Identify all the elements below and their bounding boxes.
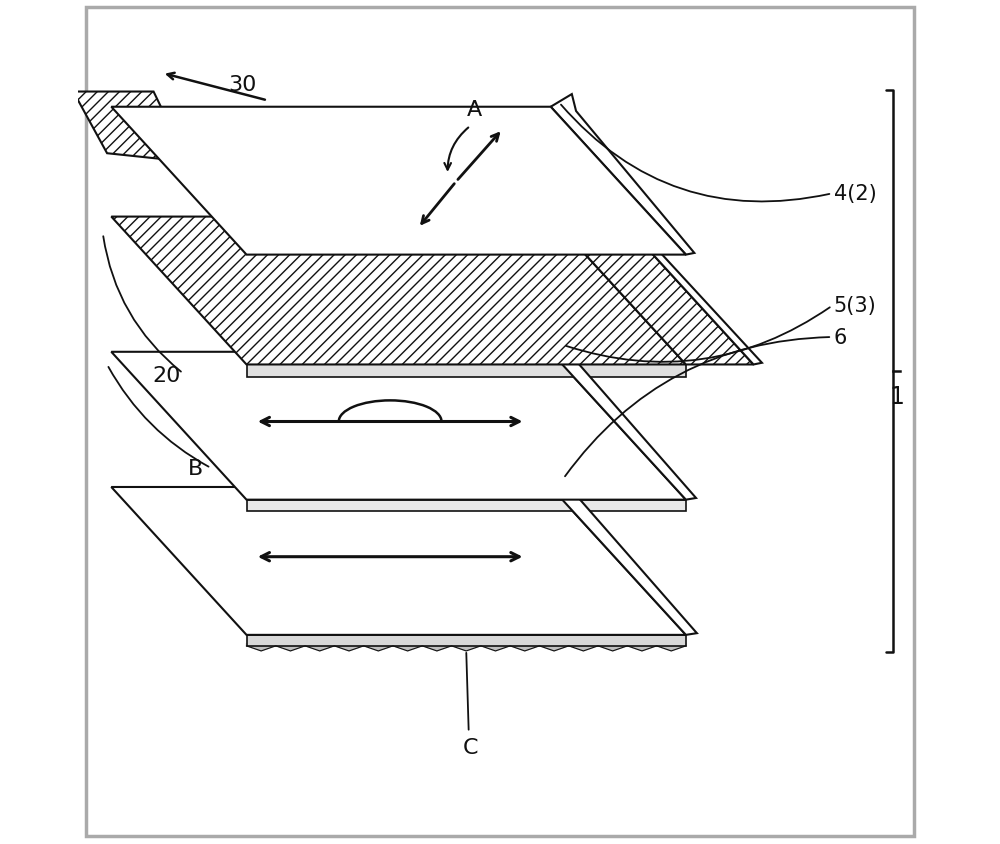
Polygon shape: [73, 93, 187, 163]
Polygon shape: [551, 472, 697, 635]
Polygon shape: [247, 500, 686, 511]
Text: 1: 1: [890, 385, 905, 408]
Polygon shape: [111, 108, 686, 256]
Polygon shape: [551, 218, 754, 365]
Text: 30: 30: [228, 74, 256, 95]
Polygon shape: [111, 488, 686, 635]
Polygon shape: [551, 95, 694, 256]
Text: C: C: [463, 737, 478, 757]
Polygon shape: [618, 208, 762, 365]
Text: 20: 20: [152, 365, 180, 386]
Text: 4(2): 4(2): [834, 184, 877, 204]
Polygon shape: [247, 365, 686, 378]
Text: 6: 6: [834, 327, 847, 348]
Polygon shape: [111, 218, 686, 365]
Polygon shape: [247, 635, 686, 647]
Text: B: B: [188, 458, 203, 479]
Polygon shape: [551, 337, 696, 500]
Text: 5(3): 5(3): [834, 295, 877, 316]
Polygon shape: [111, 353, 686, 500]
Text: A: A: [467, 100, 482, 120]
Polygon shape: [247, 643, 686, 652]
